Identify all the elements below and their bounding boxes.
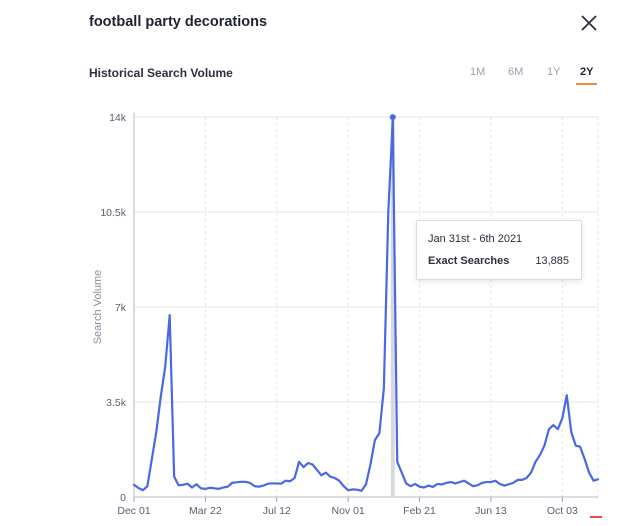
series-layer (132, 114, 600, 497)
y-axis-label: Search Volume (92, 270, 104, 345)
x-tick-label: Oct 03 (547, 505, 578, 517)
page-title: football party decorations (89, 14, 268, 30)
section-title: Historical Search Volume (89, 66, 233, 80)
range-1m-button[interactable]: 1M (470, 66, 486, 78)
range-selector: 1M 6M 1Y 2Y (0, 66, 643, 90)
tooltip-date: Jan 31st - 6th 2021 (428, 233, 523, 245)
hover-point[interactable] (389, 114, 396, 121)
hover-highlight-bar (390, 120, 395, 497)
range-6m-button[interactable]: 6M (508, 66, 524, 78)
corner-accent-mark (590, 516, 602, 518)
range-1y-button[interactable]: 1Y (547, 66, 561, 78)
chart-tooltip: Jan 31st - 6th 2021 Exact Searches 13,88… (416, 220, 582, 280)
y-tick-label: 0 (120, 492, 126, 504)
x-tick-label: Mar 22 (189, 505, 222, 517)
range-2y-button[interactable]: 2Y (575, 66, 599, 85)
x-tick-label: Jun 13 (475, 505, 507, 517)
tooltip-label: Exact Searches (428, 255, 510, 267)
x-tick-label: Feb 21 (403, 505, 436, 517)
series-line (132, 119, 600, 492)
grid-layer (133, 116, 599, 497)
x-tick-label: Dec 01 (117, 505, 150, 517)
x-tick-label: Nov 01 (332, 505, 365, 517)
close-icon[interactable] (578, 12, 600, 34)
y-tick-label: 10.5k (100, 207, 126, 219)
y-tick-label: 7k (115, 302, 127, 314)
axis-layer: 0 3.5k 7k 10.5k 14k Dec 01 Mar 22 Jul 12 Nov 01 F… (92, 112, 598, 517)
tooltip-value: 13,885 (535, 255, 569, 267)
y-tick-label: 14k (109, 112, 127, 124)
x-tick-label: Jul 12 (263, 505, 291, 517)
y-tick-label: 3.5k (106, 397, 127, 409)
